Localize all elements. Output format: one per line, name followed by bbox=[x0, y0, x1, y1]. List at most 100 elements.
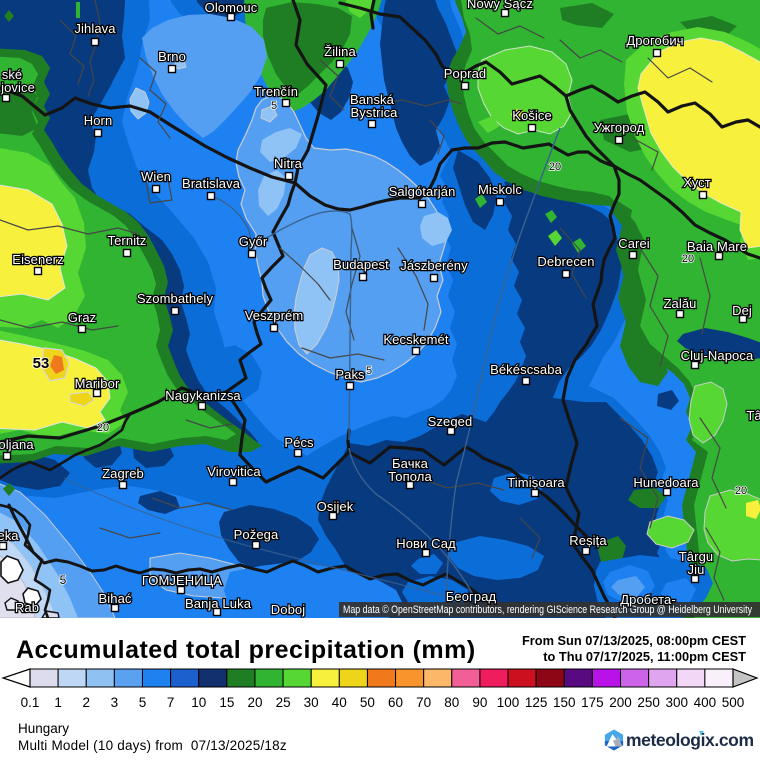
svg-text:ské: ské bbox=[2, 67, 23, 82]
svg-text:300: 300 bbox=[665, 695, 688, 710]
svg-text:Osijek: Osijek bbox=[317, 499, 354, 514]
svg-text:Ужгород: Ужгород bbox=[594, 120, 645, 135]
svg-text:50: 50 bbox=[360, 695, 375, 710]
svg-text:175: 175 bbox=[581, 695, 604, 710]
svg-text:5: 5 bbox=[60, 573, 67, 587]
svg-text:Banská: Banská bbox=[350, 92, 395, 107]
svg-text:Miskolc: Miskolc bbox=[478, 182, 522, 197]
svg-text:Virovitica: Virovitica bbox=[207, 464, 261, 479]
svg-text:Jihlava: Jihlava bbox=[74, 21, 116, 36]
svg-text:Hungary: Hungary bbox=[18, 721, 69, 736]
svg-text:Târgu: Târgu bbox=[679, 549, 713, 564]
svg-text:90: 90 bbox=[472, 695, 487, 710]
svg-text:Nowy Sącz: Nowy Sącz bbox=[467, 0, 533, 11]
svg-text:Nitra: Nitra bbox=[274, 156, 303, 171]
svg-text:20: 20 bbox=[549, 161, 561, 173]
svg-text:Wien: Wien bbox=[141, 169, 171, 184]
svg-text:Београд: Београд bbox=[446, 589, 497, 604]
svg-text:3: 3 bbox=[111, 695, 119, 710]
svg-text:Reșița: Reșița bbox=[569, 533, 607, 548]
svg-text:5: 5 bbox=[271, 100, 277, 112]
svg-text:0.1: 0.1 bbox=[21, 695, 40, 710]
svg-text:100: 100 bbox=[497, 695, 520, 710]
svg-text:Accumulated total precipitatio: Accumulated total precipitation (mm) bbox=[16, 636, 476, 664]
svg-text:Poprad: Poprad bbox=[444, 66, 487, 81]
svg-text:150: 150 bbox=[553, 695, 576, 710]
svg-text:Map data © OpenStreetMap contr: Map data © OpenStreetMap contributors, r… bbox=[343, 604, 752, 616]
svg-text:Trenčín: Trenčín bbox=[254, 84, 298, 99]
svg-text:Békéscsaba: Békéscsaba bbox=[490, 362, 562, 377]
svg-text:250: 250 bbox=[637, 695, 660, 710]
svg-text:Kecskemét: Kecskemét bbox=[383, 332, 448, 347]
svg-text:Žilina: Žilina bbox=[324, 44, 356, 59]
svg-text:Нови Сад: Нови Сад bbox=[396, 536, 456, 551]
svg-text:Timișoara: Timișoara bbox=[507, 475, 565, 490]
svg-text:Salgótarján: Salgótarján bbox=[389, 184, 456, 199]
svg-text:Szeged: Szeged bbox=[428, 414, 473, 429]
svg-text:Eisenerz: Eisenerz bbox=[12, 252, 63, 267]
svg-text:to Thu 07/17/2025, 11:00pm CES: to Thu 07/17/2025, 11:00pm CEST bbox=[543, 649, 746, 664]
svg-text:80: 80 bbox=[444, 695, 459, 710]
svg-text:Multi Model (10 days) from 07: Multi Model (10 days) from 07/13/2025/18… bbox=[18, 738, 287, 753]
svg-text:Rab: Rab bbox=[15, 600, 39, 615]
svg-text:Zagreb: Zagreb bbox=[102, 466, 144, 481]
svg-text:500: 500 bbox=[722, 695, 745, 710]
svg-text:5: 5 bbox=[366, 365, 372, 377]
svg-text:20: 20 bbox=[735, 485, 747, 497]
svg-text:Cluj-Napoca: Cluj-Napoca bbox=[681, 348, 754, 363]
svg-text:200: 200 bbox=[609, 695, 632, 710]
svg-text:Ternitz: Ternitz bbox=[108, 233, 147, 248]
svg-text:1: 1 bbox=[54, 695, 62, 710]
svg-text:Maribor: Maribor bbox=[75, 376, 120, 391]
svg-text:Košice: Košice bbox=[512, 108, 552, 123]
svg-text:30: 30 bbox=[304, 695, 319, 710]
svg-text:5: 5 bbox=[139, 695, 147, 710]
svg-text:Бачка: Бачка bbox=[392, 456, 429, 471]
svg-text:Jászberény: Jászberény bbox=[400, 258, 468, 273]
svg-text:53: 53 bbox=[33, 355, 50, 372]
svg-text:Szombathely: Szombathely bbox=[137, 291, 214, 306]
svg-text:Budapest: Budapest bbox=[333, 257, 389, 272]
svg-text:7: 7 bbox=[167, 695, 175, 710]
svg-text:Brno: Brno bbox=[158, 49, 186, 64]
svg-text:Bihać: Bihać bbox=[98, 591, 131, 606]
svg-text:25: 25 bbox=[276, 695, 291, 710]
svg-text:Paks: Paks bbox=[335, 367, 365, 382]
svg-text:Хуст: Хуст bbox=[683, 175, 711, 190]
svg-text:Doboj: Doboj bbox=[271, 602, 305, 617]
svg-text:15: 15 bbox=[219, 695, 234, 710]
svg-text:400: 400 bbox=[694, 695, 717, 710]
svg-text:Zalău: Zalău bbox=[663, 296, 696, 311]
svg-text:Дробета-: Дробета- bbox=[620, 592, 676, 607]
svg-text:Olomouc: Olomouc bbox=[205, 0, 258, 15]
svg-text:2: 2 bbox=[82, 695, 90, 710]
svg-text:125: 125 bbox=[525, 695, 548, 710]
svg-text:meteologix.com: meteologix.com bbox=[626, 730, 754, 750]
svg-text:Pécs: Pécs bbox=[284, 435, 314, 450]
svg-text:Banja Luka: Banja Luka bbox=[185, 596, 252, 611]
svg-text:Hunedoara: Hunedoara bbox=[633, 475, 699, 490]
svg-text:Veszprém: Veszprém bbox=[245, 308, 304, 323]
svg-text:60: 60 bbox=[388, 695, 403, 710]
svg-text:Дрогобич: Дрогобич bbox=[626, 33, 683, 48]
svg-text:Győr: Győr bbox=[239, 234, 268, 249]
svg-text:Požega: Požega bbox=[234, 527, 279, 542]
svg-text:Jiu: Jiu bbox=[688, 562, 705, 577]
svg-text:40: 40 bbox=[332, 695, 347, 710]
svg-text:Bystrica: Bystrica bbox=[350, 105, 398, 120]
svg-text:20: 20 bbox=[97, 422, 109, 434]
svg-text:Graz: Graz bbox=[68, 310, 97, 325]
svg-text:Nagykanizsa: Nagykanizsa bbox=[165, 388, 241, 403]
svg-text:oljana: oljana bbox=[0, 437, 34, 452]
svg-text:20: 20 bbox=[247, 695, 262, 710]
svg-text:10: 10 bbox=[191, 695, 206, 710]
svg-text:Baia Mare: Baia Mare bbox=[687, 239, 747, 254]
svg-text:jovice: jovice bbox=[0, 80, 35, 95]
svg-text:70: 70 bbox=[416, 695, 431, 710]
svg-text:From Sun 07/13/2025, 08:00pm C: From Sun 07/13/2025, 08:00pm CEST bbox=[522, 633, 746, 648]
svg-text:Dej: Dej bbox=[732, 303, 752, 318]
svg-text:20: 20 bbox=[682, 253, 694, 265]
svg-text:Carei: Carei bbox=[618, 236, 650, 251]
svg-text:Топола: Топола bbox=[388, 469, 432, 484]
svg-text:Tâ: Tâ bbox=[746, 408, 760, 423]
